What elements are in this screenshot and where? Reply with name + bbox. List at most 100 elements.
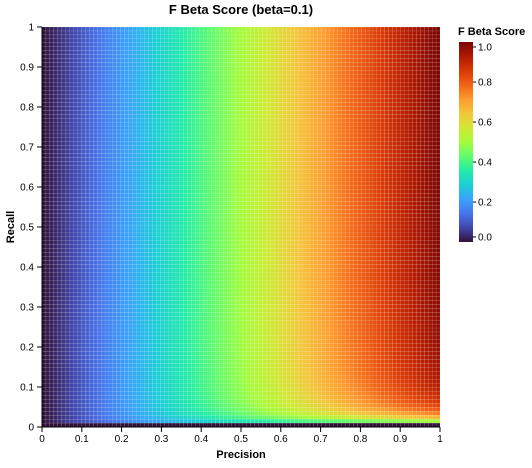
heatmap-cell: [254, 315, 259, 321]
heatmap-cell: [250, 312, 255, 317]
heatmap-cell: [361, 379, 366, 384]
heatmap-cell: [408, 236, 413, 241]
heatmap-cell: [321, 363, 326, 368]
heatmap-cell: [132, 319, 137, 325]
heatmap-cell: [116, 375, 121, 380]
heatmap-cell: [278, 339, 283, 344]
heatmap-cell: [69, 304, 74, 309]
heatmap-cell: [380, 272, 385, 277]
heatmap-cell: [203, 260, 208, 265]
heatmap-cell: [294, 256, 299, 261]
heatmap-cell: [337, 391, 342, 396]
heatmap-cell: [227, 407, 232, 412]
heatmap-cell: [167, 232, 173, 238]
heatmap-cell: [270, 256, 275, 261]
heatmap-cell: [234, 414, 240, 420]
heatmap-cell: [341, 319, 346, 325]
heatmap-cell: [53, 399, 58, 404]
heatmap-cell: [400, 268, 405, 273]
heatmap-cell: [132, 411, 137, 416]
heatmap-cell: [317, 411, 322, 416]
heatmap-cell: [203, 327, 208, 333]
heatmap-cell: [112, 359, 117, 364]
heatmap-cell: [223, 288, 228, 293]
heatmap-cell: [219, 296, 224, 301]
heatmap-cell: [286, 331, 291, 337]
heatmap-cell: [231, 399, 236, 404]
heatmap-cell: [424, 292, 429, 297]
heatmap-cell: [278, 363, 283, 368]
heatmap-cell: [73, 323, 78, 329]
heatmap-cell: [120, 339, 125, 344]
heatmap-cell: [116, 359, 121, 364]
heatmap-cell: [175, 343, 181, 348]
heatmap-cell: [45, 272, 51, 277]
heatmap-cell: [321, 319, 326, 325]
heatmap-cell: [179, 363, 184, 368]
heatmap-cell: [305, 296, 311, 301]
heatmap-cell: [301, 240, 307, 245]
heatmap-cell: [388, 284, 393, 289]
heatmap-cell: [65, 276, 70, 281]
heatmap-cell: [45, 292, 51, 297]
heatmap-cell: [416, 347, 421, 352]
heatmap-cell: [89, 411, 94, 416]
heatmap-cell: [160, 327, 165, 333]
heatmap-cell: [73, 355, 78, 360]
heatmap-cell: [282, 359, 287, 364]
heatmap-cell: [238, 347, 244, 352]
heatmap-cell: [313, 312, 318, 317]
heatmap-cell: [187, 339, 192, 344]
heatmap-cell: [231, 343, 236, 348]
heatmap-cell: [250, 363, 255, 368]
heatmap-cell: [254, 300, 259, 305]
heatmap-cell: [41, 347, 47, 352]
heatmap-cell: [408, 276, 413, 281]
heatmap-cell: [152, 280, 157, 285]
heatmap-cell: [164, 256, 169, 261]
heatmap-cell: [258, 375, 263, 380]
heatmap-cell: [97, 395, 102, 400]
heatmap-cell: [353, 414, 358, 420]
heatmap-cell: [428, 414, 433, 420]
heatmap-cell: [392, 422, 397, 428]
heatmap-cell: [416, 375, 421, 380]
heatmap-cell: [120, 395, 125, 400]
heatmap-cell: [223, 308, 228, 313]
heatmap-cell: [321, 292, 326, 297]
heatmap-cell: [179, 260, 184, 265]
heatmap-cell: [203, 276, 208, 281]
heatmap-cell: [164, 268, 169, 273]
heatmap-cell: [199, 304, 204, 309]
heatmap-cell: [195, 308, 200, 313]
heatmap-cell: [164, 422, 169, 428]
heatmap-cell: [234, 383, 240, 388]
heatmap-cell: [136, 387, 141, 392]
heatmap-cell: [104, 411, 110, 416]
heatmap-cell: [77, 395, 82, 400]
heatmap-cell: [231, 284, 236, 289]
heatmap-cell: [219, 232, 224, 238]
heatmap-cell: [116, 280, 121, 285]
heatmap-cell: [380, 359, 385, 364]
heatmap-cell: [85, 335, 90, 340]
heatmap-cell: [325, 272, 330, 277]
heatmap-cell: [317, 280, 322, 285]
heatmap-cell: [120, 379, 125, 384]
heatmap-cell: [254, 272, 259, 277]
heatmap-cell: [321, 367, 326, 372]
heatmap-cell: [412, 244, 417, 249]
heatmap-cell: [73, 414, 78, 420]
heatmap-cell: [317, 355, 322, 360]
heatmap-cell: [108, 252, 114, 257]
heatmap-cell: [420, 323, 425, 329]
heatmap-cell: [361, 407, 366, 412]
heatmap-cell: [337, 272, 342, 277]
heatmap-cell: [203, 288, 208, 293]
heatmap-cell: [57, 312, 62, 317]
heatmap-cell: [219, 418, 224, 424]
heatmap-cell: [333, 268, 338, 273]
heatmap-cell: [396, 411, 401, 416]
heatmap-cell: [116, 343, 121, 348]
heatmap-cell: [89, 319, 94, 325]
